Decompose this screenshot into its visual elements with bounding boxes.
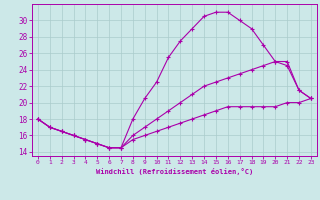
X-axis label: Windchill (Refroidissement éolien,°C): Windchill (Refroidissement éolien,°C) [96,168,253,175]
